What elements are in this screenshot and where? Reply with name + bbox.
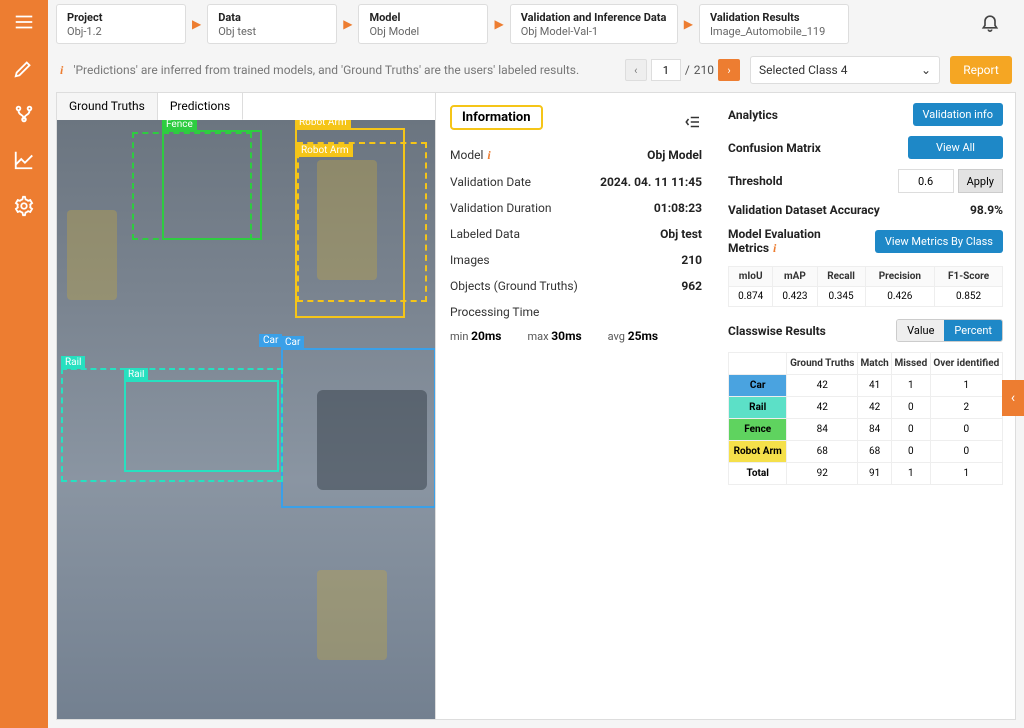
- pager-next-button[interactable]: ›: [718, 59, 740, 81]
- analytics-panel: Analytics Validation info Confusion Matri…: [716, 92, 1016, 720]
- info-row: Validation Duration01:08:23: [450, 195, 702, 221]
- bell-icon[interactable]: [980, 12, 1000, 36]
- info-row: Processing Time: [450, 299, 702, 325]
- table-row: Rail424202: [729, 397, 1003, 419]
- tab-predictions[interactable]: Predictions: [158, 93, 243, 120]
- toggle-value[interactable]: Value: [897, 320, 944, 341]
- confusion-label: Confusion Matrix: [728, 141, 821, 155]
- chevron-right-icon: ▶: [684, 17, 693, 31]
- viewer-panel: Ground Truths Predictions FenceRobot Arm…: [56, 92, 436, 720]
- main-area: ProjectObj-1.2 ▶ DataObj test ▶ ModelObj…: [48, 0, 1024, 728]
- info-row: Images210: [450, 247, 702, 273]
- gear-icon[interactable]: [10, 192, 38, 220]
- menu-icon[interactable]: [10, 8, 38, 36]
- crumb-data[interactable]: DataObj test: [207, 4, 337, 44]
- image-viewer[interactable]: FenceRobot ArmRobot ArmCarCarRailRail: [57, 120, 435, 719]
- chevron-right-icon: ▶: [343, 17, 352, 31]
- threshold-input[interactable]: [898, 169, 954, 193]
- info-icon[interactable]: i: [487, 148, 490, 162]
- viewer-tabs: Ground Truths Predictions: [57, 93, 435, 120]
- vda-label: Validation Dataset Accuracy: [728, 203, 880, 217]
- chart-icon[interactable]: [10, 146, 38, 174]
- mem-label: Model Evaluation Metricsi: [728, 227, 867, 256]
- validation-info-button[interactable]: Validation info: [913, 103, 1003, 126]
- view-all-button[interactable]: View All: [908, 136, 1003, 159]
- left-sidebar: [0, 0, 48, 728]
- bounding-box[interactable]: Rail: [61, 368, 283, 482]
- crumb-model[interactable]: ModelObj Model: [358, 4, 488, 44]
- report-button[interactable]: Report: [950, 56, 1012, 84]
- chevron-right-icon: ▶: [192, 17, 201, 31]
- chevron-right-icon: ▶: [494, 17, 503, 31]
- info-icon[interactable]: i: [773, 241, 776, 255]
- table-row: Car424111: [729, 375, 1003, 397]
- apply-button[interactable]: Apply: [958, 169, 1003, 193]
- value-percent-toggle: Value Percent: [896, 319, 1003, 342]
- info-title: Information: [450, 105, 543, 130]
- analytics-label: Analytics: [728, 108, 778, 122]
- table-row: Robot Arm686800: [729, 441, 1003, 463]
- classwise-title: Classwise Results: [728, 324, 826, 338]
- bounding-box[interactable]: Robot Arm: [297, 142, 427, 302]
- info-row: Validation Date2024. 04. 11 11:45: [450, 169, 702, 195]
- tab-ground-truths[interactable]: Ground Truths: [57, 93, 158, 120]
- bounding-box[interactable]: Car: [281, 348, 435, 508]
- pen-icon[interactable]: [10, 54, 38, 82]
- info-row: Objects (Ground Truths)962: [450, 273, 702, 299]
- chevron-down-icon: ⌄: [921, 63, 931, 77]
- crumb-title: Project: [67, 11, 175, 24]
- info-row: Labeled DataObj test: [450, 221, 702, 247]
- crumb-results[interactable]: Validation ResultsImage_Automobile_119: [699, 4, 849, 44]
- processing-time-row: min 20ms max 30ms avg 25ms: [450, 329, 702, 343]
- class-selector-label: Selected Class 4: [759, 63, 847, 77]
- hint-text: 'Predictions' are inferred from trained …: [73, 63, 579, 77]
- info-subbar: i 'Predictions' are inferred from traine…: [48, 48, 1024, 92]
- crumb-project[interactable]: ProjectObj-1.2: [56, 4, 186, 44]
- breadcrumb-bar: ProjectObj-1.2 ▶ DataObj test ▶ ModelObj…: [48, 0, 1024, 48]
- collapse-right-icon[interactable]: ‹: [1002, 380, 1024, 416]
- metrics-table: mIoUmAPRecallPrecisionF1-Score0.8740.423…: [728, 266, 1003, 307]
- pager-prev-button[interactable]: ‹: [625, 59, 647, 81]
- view-metrics-button[interactable]: View Metrics By Class: [875, 230, 1003, 253]
- info-row: ModeliObj Model: [450, 142, 702, 169]
- content-row: Ground Truths Predictions FenceRobot Arm…: [48, 92, 1024, 728]
- class-selector[interactable]: Selected Class 4 ⌄: [750, 56, 940, 84]
- classwise-table: Ground TruthsMatchMissedOver identified …: [728, 352, 1003, 485]
- information-panel: Information ModeliObj ModelValidation Da…: [436, 92, 716, 720]
- threshold-label: Threshold: [728, 174, 783, 188]
- pager: ‹ / 210 ›: [625, 59, 740, 81]
- pager-input[interactable]: [651, 59, 681, 81]
- toggle-percent[interactable]: Percent: [944, 320, 1002, 341]
- pager-total: 210: [694, 63, 714, 77]
- branch-icon[interactable]: [10, 100, 38, 128]
- pager-sep: /: [685, 63, 690, 77]
- table-row: Fence848400: [729, 419, 1003, 441]
- info-icon: i: [60, 63, 63, 78]
- bounding-box[interactable]: [132, 132, 252, 240]
- vda-value: 98.9%: [970, 203, 1003, 217]
- table-row: Total929111: [729, 463, 1003, 485]
- crumb-value: Obj-1.2: [67, 25, 175, 38]
- crumb-validation[interactable]: Validation and Inference DataObj Model-V…: [510, 4, 678, 44]
- list-collapse-icon[interactable]: [684, 113, 702, 135]
